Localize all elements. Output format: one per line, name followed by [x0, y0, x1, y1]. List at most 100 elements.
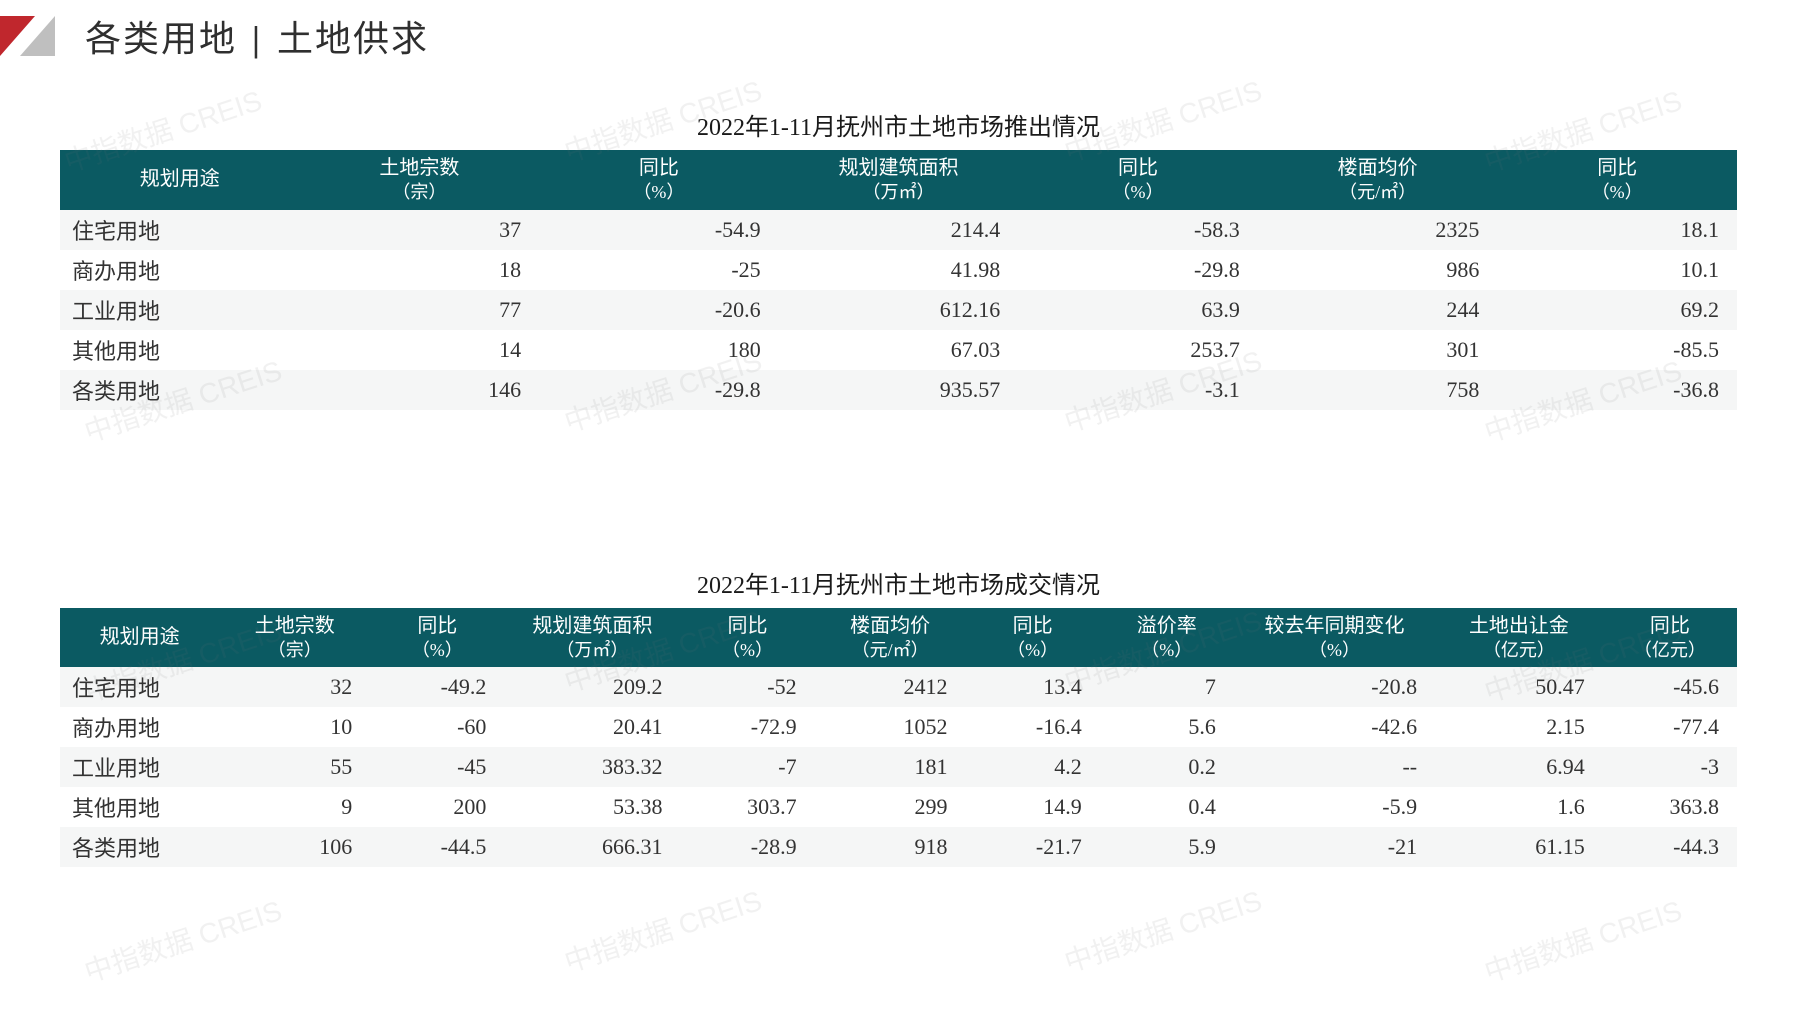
cell-value: 18.1	[1497, 210, 1737, 250]
table-row: 工业用地77-20.6612.1663.924469.2	[60, 290, 1737, 330]
table-row: 工业用地55-45383.32-71814.20.2--6.94-3	[60, 747, 1737, 787]
column-header: 同比（%）	[680, 608, 814, 668]
column-header-line1: 同比	[417, 615, 457, 637]
table1-title: 2022年1-11月抚州市土地市场推出情况	[0, 107, 1797, 142]
cell-value: 758	[1258, 370, 1498, 410]
table-row: 住宅用地37-54.9214.4-58.3232518.1	[60, 210, 1737, 250]
page-header: 各类用地 | 土地供求	[0, 0, 1797, 72]
cell-value: 61.15	[1435, 827, 1603, 867]
column-header-line2: （%）	[684, 639, 810, 662]
watermark-text: 中指数据 CREIS	[1479, 889, 1687, 991]
column-header-line1: 规划用途	[140, 168, 220, 190]
cell-value: 180	[539, 330, 779, 370]
row-label: 各类用地	[60, 827, 219, 867]
cell-value: 986	[1258, 250, 1498, 290]
column-header: 同比（亿元）	[1603, 608, 1737, 668]
column-header-line1: 楼面均价	[1338, 157, 1418, 179]
table2-title: 2022年1-11月抚州市土地市场成交情况	[0, 565, 1797, 600]
table1-header-row: 规划用途土地宗数（宗）同比（%）规划建筑面积（万㎡）同比（%）楼面均价（元/㎡）…	[60, 150, 1737, 210]
table-row: 住宅用地32-49.2209.2-52241213.47-20.850.47-4…	[60, 667, 1737, 707]
cell-value: -45	[370, 747, 504, 787]
table-row: 各类用地146-29.8935.57-3.1758-36.8	[60, 370, 1737, 410]
cell-value: 181	[815, 747, 966, 787]
cell-value: 37	[300, 210, 540, 250]
cell-value: 209.2	[504, 667, 680, 707]
column-header: 同比（%）	[539, 150, 779, 210]
column-header-line1: 溢价率	[1137, 615, 1197, 637]
column-header-line1: 土地宗数	[379, 157, 459, 179]
cell-value: -3	[1603, 747, 1737, 787]
cell-value: -29.8	[1018, 250, 1258, 290]
column-header-line2: （%）	[1104, 639, 1230, 662]
cell-value: 53.38	[504, 787, 680, 827]
row-label: 工业用地	[60, 290, 300, 330]
cell-value: -7	[680, 747, 814, 787]
row-label: 住宅用地	[60, 210, 300, 250]
cell-value: 67.03	[779, 330, 1019, 370]
cell-value: -28.9	[680, 827, 814, 867]
cell-value: 2.15	[1435, 707, 1603, 747]
column-header: 土地宗数（宗）	[219, 608, 370, 668]
cell-value: 303.7	[680, 787, 814, 827]
column-header: 溢价率（%）	[1100, 608, 1234, 668]
column-header-line2: （%）	[1022, 181, 1254, 204]
logo-icon	[0, 16, 70, 56]
column-header: 楼面均价（元/㎡）	[1258, 150, 1498, 210]
cell-value: 244	[1258, 290, 1498, 330]
cell-value: 2412	[815, 667, 966, 707]
cell-value: 5.9	[1100, 827, 1234, 867]
table2-container: 规划用途土地宗数（宗）同比（%）规划建筑面积（万㎡）同比（%）楼面均价（元/㎡）…	[0, 608, 1797, 868]
column-header: 规划建筑面积（万㎡）	[504, 608, 680, 668]
page-title: 各类用地 | 土地供求	[85, 10, 429, 62]
column-header-line1: 同比	[728, 615, 768, 637]
cell-value: -52	[680, 667, 814, 707]
row-label: 其他用地	[60, 330, 300, 370]
cell-value: -21.7	[966, 827, 1100, 867]
table-row: 商办用地10-6020.41-72.91052-16.45.6-42.62.15…	[60, 707, 1737, 747]
cell-value: 63.9	[1018, 290, 1258, 330]
cell-value: -54.9	[539, 210, 779, 250]
cell-value: -58.3	[1018, 210, 1258, 250]
cell-value: 69.2	[1497, 290, 1737, 330]
column-header-line2: （元/㎡）	[819, 639, 962, 662]
cell-value: 935.57	[779, 370, 1019, 410]
cell-value: 9	[219, 787, 370, 827]
cell-value: 106	[219, 827, 370, 867]
column-header-line1: 土地宗数	[255, 615, 335, 637]
column-header: 楼面均价（元/㎡）	[815, 608, 966, 668]
cell-value: 20.41	[504, 707, 680, 747]
cell-value: 363.8	[1603, 787, 1737, 827]
cell-value: 299	[815, 787, 966, 827]
cell-value: 0.2	[1100, 747, 1234, 787]
column-header: 同比（%）	[1018, 150, 1258, 210]
column-header-line1: 同比	[1118, 157, 1158, 179]
title-left: 各类用地	[85, 19, 237, 59]
cell-value: -21	[1234, 827, 1435, 867]
cell-value: 77	[300, 290, 540, 330]
cell-value: 383.32	[504, 747, 680, 787]
cell-value: 14.9	[966, 787, 1100, 827]
cell-value: -29.8	[539, 370, 779, 410]
row-label: 工业用地	[60, 747, 219, 787]
column-header: 较去年同期变化（%）	[1234, 608, 1435, 668]
row-label: 各类用地	[60, 370, 300, 410]
column-header: 规划用途	[60, 150, 300, 210]
cell-value: 18	[300, 250, 540, 290]
cell-value: -5.9	[1234, 787, 1435, 827]
cell-value: 666.31	[504, 827, 680, 867]
cell-value: 214.4	[779, 210, 1019, 250]
table-row: 各类用地106-44.5666.31-28.9918-21.75.9-2161.…	[60, 827, 1737, 867]
cell-value: 918	[815, 827, 966, 867]
column-header: 土地宗数（宗）	[300, 150, 540, 210]
column-header-line1: 规划建筑面积	[838, 157, 958, 179]
column-header-line2: （万㎡）	[508, 639, 676, 662]
cell-value: 253.7	[1018, 330, 1258, 370]
cell-value: 4.2	[966, 747, 1100, 787]
cell-value: -36.8	[1497, 370, 1737, 410]
land-supply-table: 规划用途土地宗数（宗）同比（%）规划建筑面积（万㎡）同比（%）楼面均价（元/㎡）…	[60, 150, 1737, 410]
cell-value: 1.6	[1435, 787, 1603, 827]
column-header: 同比（%）	[370, 608, 504, 668]
column-header-line1: 同比	[1013, 615, 1053, 637]
cell-value: -25	[539, 250, 779, 290]
column-header-line1: 规划建筑面积	[532, 615, 652, 637]
